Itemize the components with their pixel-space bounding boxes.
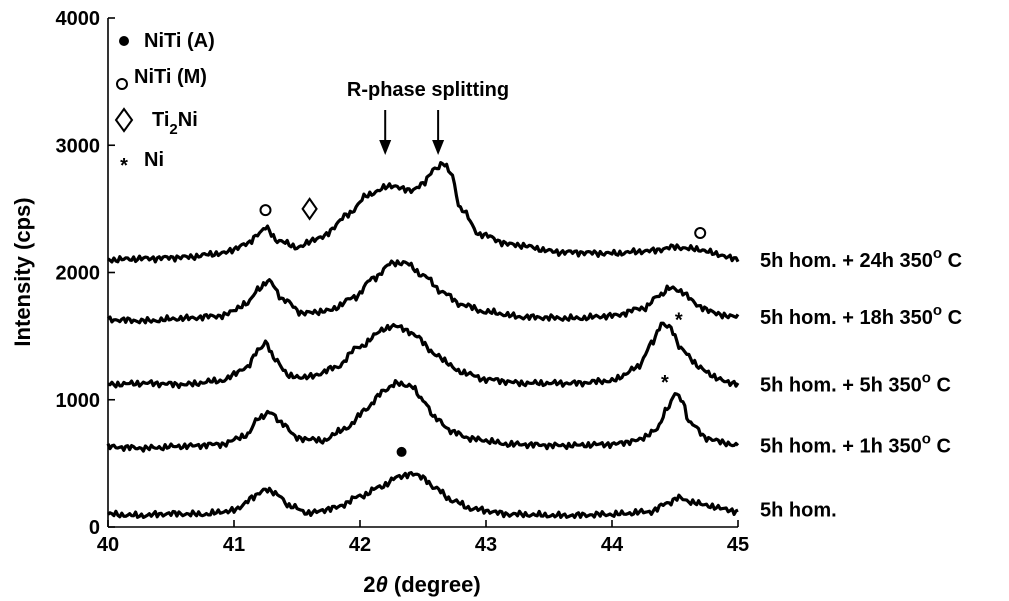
r-phase-label: R-phase splitting xyxy=(347,79,509,101)
x-axis-title: 2θ (degree) xyxy=(363,572,480,597)
legend-label-0: NiTi (A) xyxy=(144,30,215,52)
legend-entry-1: NiTi (M) xyxy=(116,66,207,90)
marker-open-circle xyxy=(259,204,272,217)
open-circle-icon xyxy=(116,78,128,90)
x-axis-ticks: 40 41 42 43 44 45 xyxy=(97,520,749,556)
legend-entry-2: Ti2Ni xyxy=(114,107,198,138)
legend-label-2: Ti2Ni xyxy=(152,109,198,138)
marker-open-circle xyxy=(694,227,707,240)
x-tick-label: 43 xyxy=(475,534,497,556)
filled-circle-icon xyxy=(119,36,129,46)
marker-asterisk: * xyxy=(661,372,669,394)
x-tick-label: 40 xyxy=(97,534,119,556)
annotations: R-phase splitting * * xyxy=(259,79,707,457)
legend-entry-0: NiTi (A) xyxy=(119,30,215,52)
legend-label-3: Ni xyxy=(144,149,164,171)
arrow-head-icon xyxy=(432,140,445,155)
x-tick-label: 45 xyxy=(727,534,749,556)
legend-entry-3: * Ni xyxy=(120,149,164,177)
x-tick-label: 41 xyxy=(223,534,245,556)
y-tick-label: 4000 xyxy=(56,8,101,30)
series-lines xyxy=(106,161,740,519)
series-label-1: 5h hom. + 1h 350o C xyxy=(760,431,951,458)
open-diamond-icon xyxy=(114,107,134,133)
y-axis-ticks: 0 1000 2000 3000 4000 xyxy=(56,8,115,539)
y-tick-label: 2000 xyxy=(56,263,101,285)
marker-open-diamond xyxy=(301,197,318,221)
asterisk-icon: * xyxy=(120,155,128,177)
series-label-0: 5h hom. xyxy=(760,500,837,522)
y-axis-title: Intensity (cps) xyxy=(10,197,35,346)
series-labels: 5h hom. 5h hom. + 1h 350o C 5h hom. + 5h 3… xyxy=(760,245,962,522)
series-line-4 xyxy=(107,161,740,264)
series-label-3: 5h hom. + 18h 350o C xyxy=(760,302,962,329)
series-label-2: 5h hom. + 5h 350o C xyxy=(760,369,951,396)
legend-label-1: NiTi (M) xyxy=(134,66,207,88)
x-tick-label: 44 xyxy=(601,534,624,556)
series-line-0 xyxy=(107,471,739,519)
arrow-head-icon xyxy=(379,140,392,155)
y-tick-label: 3000 xyxy=(56,135,101,157)
marker-filled-circle xyxy=(396,446,407,457)
series-line-1 xyxy=(106,379,740,453)
series-line-2 xyxy=(107,321,740,390)
legend: NiTi (A) NiTi (M) Ti2Ni * Ni xyxy=(114,30,215,177)
marker-asterisk: * xyxy=(675,309,683,331)
series-label-4: 5h hom. + 24h 350o C xyxy=(760,245,962,272)
y-tick-label: 0 xyxy=(89,517,100,539)
y-tick-label: 1000 xyxy=(56,390,101,412)
series-line-3 xyxy=(107,259,740,325)
x-tick-label: 42 xyxy=(349,534,371,556)
